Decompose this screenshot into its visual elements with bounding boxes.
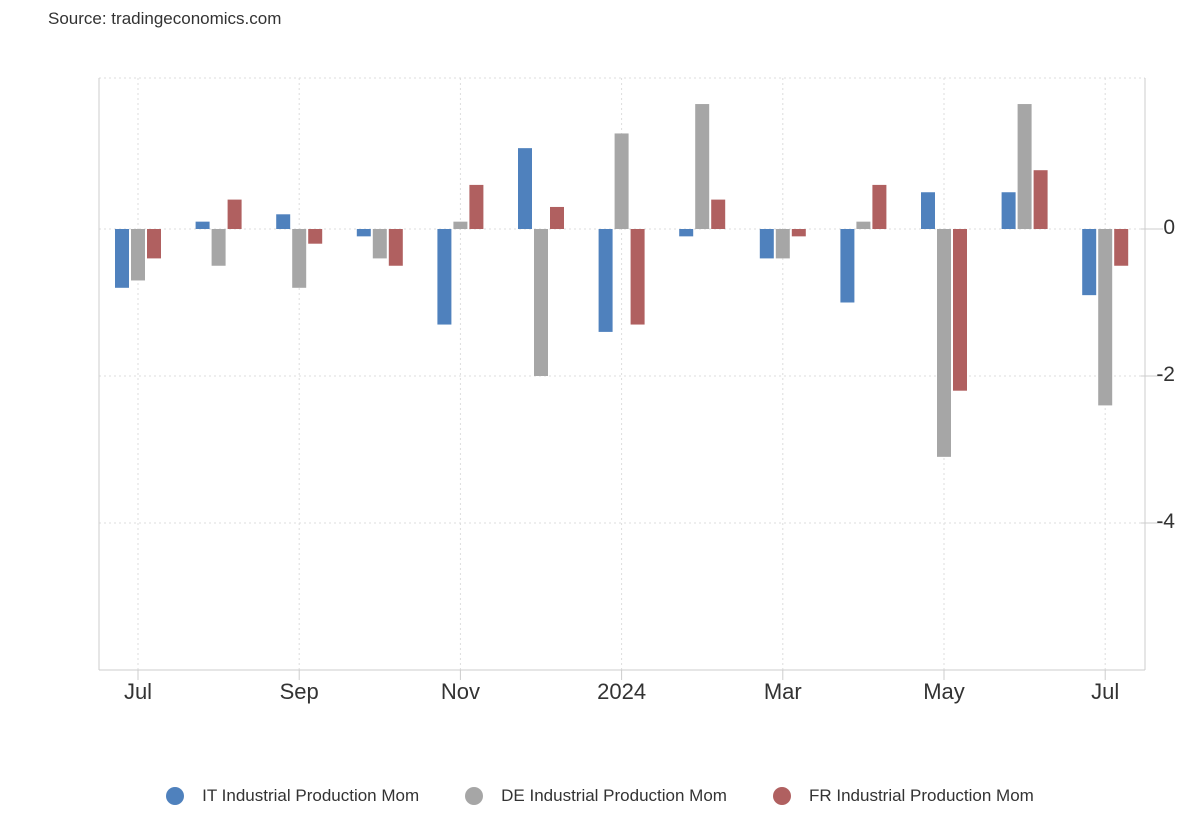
bar-fr <box>147 229 161 259</box>
x-axis-ticks: Jul Sep Nov 2024 Mar May Jul <box>124 670 1119 704</box>
bar-it <box>921 192 935 229</box>
bar-de <box>131 229 145 281</box>
legend: IT Industrial Production Mom DE Industria… <box>0 786 1200 806</box>
bar-de <box>292 229 307 288</box>
bar-fr <box>630 229 645 325</box>
bar-fr <box>227 199 242 229</box>
bar-de <box>1017 104 1032 229</box>
bar-it <box>437 229 452 325</box>
legend-item[interactable]: FR Industrial Production Mom <box>772 786 1034 806</box>
bar-it <box>840 229 855 303</box>
bar-de <box>775 229 790 259</box>
x-tick-label: Sep <box>280 679 319 704</box>
x-tick-label: May <box>923 679 965 704</box>
bar-fr <box>469 184 484 229</box>
y-axis-ticks: 0 -2 -4 <box>1141 216 1175 533</box>
bar-fr <box>388 229 403 266</box>
bar-it <box>518 148 532 229</box>
legend-marker-icon <box>772 787 791 805</box>
bar-de <box>534 229 548 376</box>
y-tick-label: 0 <box>1163 216 1175 239</box>
bar-de <box>453 221 468 229</box>
x-tick-label: Jul <box>1091 679 1119 704</box>
legend-label: IT Industrial Production Mom <box>202 786 420 805</box>
bar-it <box>276 214 291 229</box>
bar-de <box>1098 229 1113 406</box>
bar-fr <box>791 229 806 237</box>
x-tick-label: 2024 <box>597 679 646 704</box>
bar-it <box>1001 192 1016 229</box>
bar-de <box>937 229 951 457</box>
bar-fr <box>1114 229 1129 266</box>
bar-fr <box>872 184 887 229</box>
bars <box>115 104 1129 457</box>
bar-it <box>195 221 210 229</box>
bar-it <box>679 229 694 237</box>
bar-chart: Jul Sep Nov 2024 Mar May Jul 0 -2 -4 <box>98 77 1175 704</box>
bar-de <box>695 104 710 229</box>
bar-fr <box>711 199 726 229</box>
bar-de <box>856 221 871 229</box>
bar-it <box>598 229 613 332</box>
bar-fr <box>953 229 967 391</box>
legend-label: DE Industrial Production Mom <box>501 786 727 805</box>
bar-fr <box>550 206 564 229</box>
bar-it <box>759 229 774 259</box>
bar-it <box>115 229 129 288</box>
legend-item[interactable]: DE Industrial Production Mom <box>465 786 727 806</box>
y-tick-label: -2 <box>1156 363 1175 386</box>
source-label: Source: tradingeconomics.com <box>48 9 282 28</box>
bar-it <box>356 229 371 237</box>
bar-de <box>211 229 226 266</box>
bar-fr <box>1033 170 1048 229</box>
y-tick-label: -4 <box>1156 510 1175 533</box>
x-tick-label: Jul <box>124 679 152 704</box>
legend-marker-icon <box>166 787 185 805</box>
bar-de <box>614 133 629 229</box>
legend-item[interactable]: IT Industrial Production Mom <box>166 786 419 806</box>
bar-it <box>1082 229 1097 296</box>
bar-de <box>372 229 387 259</box>
legend-marker-icon <box>465 787 484 805</box>
bar-fr <box>308 229 323 244</box>
x-tick-label: Mar <box>764 679 802 704</box>
x-tick-label: Nov <box>441 679 480 704</box>
legend-label: FR Industrial Production Mom <box>808 786 1034 805</box>
